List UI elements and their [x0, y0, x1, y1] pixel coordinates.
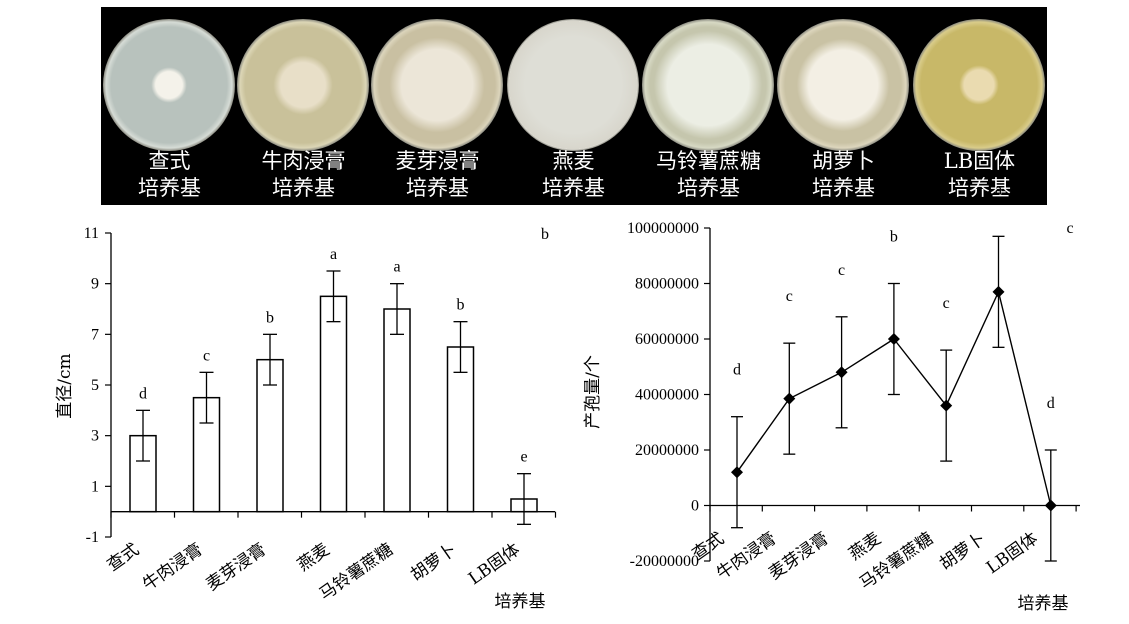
x-tick-label: LB固体 [465, 540, 524, 590]
y-tick-label: 9 [91, 276, 99, 293]
significance-letter: c [943, 295, 950, 312]
y-tick-label: -1 [86, 529, 99, 546]
y-tick-label: 0 [691, 498, 699, 515]
y-tick-label: 80000000 [635, 276, 699, 293]
x-axis-label: 培养基 [495, 592, 546, 612]
data-point [1044, 499, 1057, 512]
petri-dish [642, 19, 774, 151]
dish-label-medium: 牛肉浸膏 [261, 149, 346, 173]
significance-letter: c [838, 262, 845, 279]
dish-label-suffix: 培养基 [542, 176, 605, 200]
x-tick-label: 胡萝卜 [936, 529, 989, 575]
petri-dish [237, 19, 369, 151]
x-tick-label: 燕麦 [294, 540, 333, 576]
dish-label: 牛肉浸膏 培养基 [236, 148, 371, 202]
panel-letter: a [3, 158, 23, 196]
x-tick-label: 麦芽浸膏 [202, 539, 270, 595]
spore-yield-line-chart: -20000000 0 20000000 40000000 60000000 800000… [583, 181, 1080, 614]
dish-label-medium: 燕麦 [552, 149, 595, 173]
data-point [940, 399, 953, 412]
data-point [835, 366, 848, 379]
dish-label-suffix: 培养基 [272, 176, 335, 200]
y-tick-label: 11 [84, 225, 99, 242]
x-tick-label: 牛肉浸膏 [139, 539, 207, 595]
dish-label-medium: LB固体 [943, 149, 1016, 173]
y-tick-label: 3 [91, 428, 99, 445]
dish-label: 马铃薯蔗糖 培养基 [641, 148, 776, 202]
dish-label-suffix: 培养基 [138, 176, 201, 200]
significance-letter: c [786, 288, 793, 305]
significance-letter: d [139, 385, 147, 402]
dish-label: 麦芽浸膏 培养基 [370, 148, 505, 202]
dish-label: 查式 培养基 [102, 148, 237, 202]
culture-photo-strip: 查式 培养基 牛肉浸膏 培养基 麦芽浸膏 培养基 燕麦 培养基 马铃薯蔗糖 培养基 胡萝卜 培养基 LB… [101, 7, 1047, 205]
significance-letter: b [266, 309, 274, 326]
significance-letter: a [330, 246, 337, 263]
bar [383, 308, 411, 513]
data-point [731, 466, 743, 479]
significance-letter: e [520, 449, 527, 466]
petri-dish [103, 19, 235, 151]
y-tick-label: 100000000 [627, 220, 699, 237]
significance-letter: b [457, 297, 465, 314]
petri-dish [371, 19, 503, 151]
x-tick-label: 查式 [104, 540, 143, 576]
dish-label: LB固体培养基 [912, 148, 1047, 202]
y-tick-label: 60000000 [635, 331, 699, 348]
x-tick-label: 燕麦 [845, 529, 884, 565]
dish-label-medium: 马铃薯蔗糖 [656, 149, 761, 173]
dish-label-medium: 麦芽浸膏 [395, 149, 480, 173]
x-tick-label: 麦芽浸膏 [765, 528, 833, 584]
extra-significance-letter: c [1066, 220, 1073, 237]
dish-label-suffix: 培养基 [406, 176, 469, 200]
x-tick-label: LB固体 [983, 529, 1042, 579]
extra-significance-letter: b [541, 226, 549, 243]
dish-label-suffix: 培养基 [812, 176, 875, 200]
significance-letter: a [393, 259, 400, 276]
y-tick-label: 20000000 [635, 442, 699, 459]
x-tick-label: 胡萝卜 [407, 540, 460, 586]
y-tick-label: 40000000 [635, 387, 699, 404]
dish-label-suffix: 培养基 [948, 176, 1011, 200]
dish-label-suffix: 培养基 [677, 176, 740, 200]
bar [319, 295, 348, 513]
data-point [992, 285, 1005, 298]
data-point [887, 333, 900, 345]
dish-label: 胡萝卜 培养基 [776, 148, 911, 202]
y-axis-label: 直径/cm [55, 353, 75, 418]
petri-dish [777, 19, 909, 151]
significance-letter: d [1047, 395, 1055, 412]
y-tick-label: 7 [91, 326, 99, 343]
y-tick-label: 5 [91, 377, 99, 394]
x-axis-label: 培养基 [1018, 594, 1069, 614]
significance-letter: d [733, 362, 741, 379]
significance-letter: c [203, 347, 210, 364]
significance-letter: b [890, 229, 898, 246]
y-tick-label: 1 [91, 478, 99, 495]
petri-dish [507, 19, 639, 151]
dish-label: 燕麦 培养基 [506, 148, 641, 202]
y-axis-label: 产孢量/个 [583, 355, 603, 429]
significance-letter: a [995, 181, 1002, 198]
petri-dish [913, 19, 1045, 151]
dish-label-medium: 胡萝卜 [812, 149, 875, 173]
dish-label-medium: 查式 [148, 149, 191, 173]
data-point [783, 392, 796, 405]
y-tick-label: -20000000 [630, 553, 699, 570]
